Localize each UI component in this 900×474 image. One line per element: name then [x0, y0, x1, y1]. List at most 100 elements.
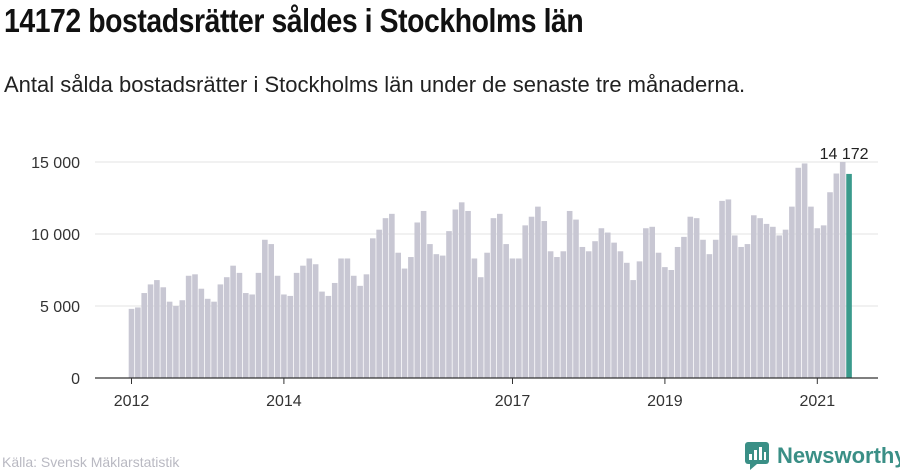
bar: [446, 231, 452, 378]
bar: [839, 162, 846, 378]
bar: [325, 295, 332, 378]
bar: [293, 272, 300, 378]
bar: [681, 236, 687, 378]
bar: [465, 210, 471, 378]
bar: [668, 270, 675, 378]
bar: [376, 229, 382, 378]
bar: [820, 225, 827, 378]
bar: [154, 280, 160, 378]
bar: [185, 275, 192, 378]
bar: [350, 275, 357, 378]
bar: [255, 272, 262, 378]
bar: [566, 210, 573, 378]
bar: [427, 244, 433, 378]
bar: [630, 280, 636, 378]
bar: [624, 262, 630, 378]
bar: [687, 216, 694, 378]
bar: [738, 246, 744, 378]
bar: [160, 287, 167, 378]
bar: [751, 215, 757, 378]
bar: [814, 228, 821, 378]
newsworthy-brand[interactable]: Newsworthy: [745, 441, 900, 471]
bar: [725, 199, 732, 378]
bar: [535, 206, 541, 378]
bar: [211, 301, 217, 378]
bar: [770, 226, 776, 378]
bar: [173, 306, 179, 378]
bar: [306, 258, 313, 378]
bar: [433, 254, 440, 378]
bar: [363, 274, 370, 378]
y-tick-label: 10 000: [31, 227, 80, 244]
highlight-value-label: 14 172: [820, 146, 869, 163]
y-tick-label: 5 000: [40, 299, 80, 316]
bar: [789, 206, 795, 378]
bar: [458, 202, 465, 378]
bar: [477, 277, 484, 378]
bar: [179, 300, 186, 378]
bar: [757, 218, 763, 378]
bar: [217, 284, 224, 378]
bar: [693, 218, 700, 378]
bar: [287, 295, 294, 378]
bar: [649, 226, 655, 378]
bar: [497, 213, 503, 378]
bar: [370, 238, 376, 378]
bar: [643, 228, 649, 378]
bar: [128, 308, 135, 378]
bar: [344, 258, 351, 378]
bar: [763, 223, 770, 378]
bar: [331, 282, 338, 378]
bar: [389, 213, 395, 378]
bar: [223, 277, 230, 378]
bar: [700, 239, 706, 378]
bar: [744, 244, 751, 378]
bar: [198, 288, 205, 378]
highlight-bar: [846, 173, 852, 378]
x-tick-label: 2017: [495, 393, 531, 410]
bar: [135, 307, 141, 378]
bar: [262, 239, 268, 378]
brand-name: Newsworthy: [777, 443, 900, 468]
bar: [617, 251, 624, 378]
bar: [604, 232, 611, 378]
bar: [731, 235, 738, 378]
bar: [655, 252, 662, 378]
bar: [592, 241, 598, 378]
bar: [712, 239, 719, 378]
bar: [147, 284, 154, 378]
x-tick-label: 2014: [266, 393, 302, 410]
bar: [528, 216, 535, 378]
bar: [249, 294, 255, 378]
bar: [776, 235, 782, 378]
bar: [490, 218, 497, 378]
bar: [801, 163, 808, 378]
bar: [452, 209, 459, 378]
bar: [719, 200, 725, 378]
bar: [795, 167, 802, 378]
bar: [204, 298, 211, 378]
bar: [833, 173, 840, 378]
bar: [598, 228, 605, 378]
bar: [503, 244, 509, 378]
chart-subtitle: Antal sålda bostadsrätter i Stockholms l…: [4, 72, 746, 97]
x-tick-label: 2019: [647, 393, 683, 410]
bar: [401, 268, 408, 378]
bar: [395, 252, 401, 378]
bar: [414, 222, 421, 378]
bar: [230, 265, 236, 378]
x-tick-label: 2012: [114, 393, 150, 410]
bar: [274, 275, 281, 378]
bar: [585, 251, 592, 378]
bar: [516, 258, 522, 378]
source-note: Källa: Svensk Mäklarstatistik: [2, 454, 180, 470]
bar: [808, 206, 814, 378]
bar: [319, 291, 325, 378]
chart-title: 14172 bostadsrätter såldes i Stockholms …: [4, 2, 584, 39]
bar: [268, 244, 274, 378]
bar: [357, 285, 363, 378]
bar: [782, 229, 789, 378]
bar: [382, 218, 389, 378]
bar: [141, 293, 147, 378]
